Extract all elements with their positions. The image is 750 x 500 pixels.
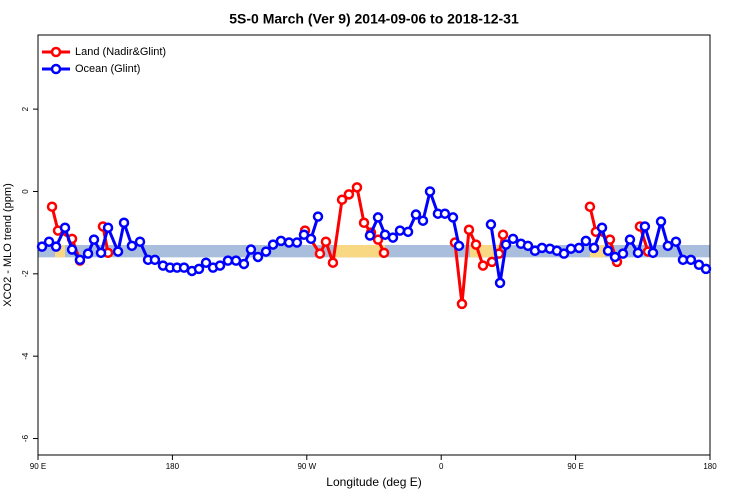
- data-point: [387, 232, 399, 243]
- data-point: [245, 244, 257, 255]
- x-axis-label: Longitude (deg E): [326, 475, 421, 489]
- data-point: [351, 182, 363, 193]
- data-point: [372, 234, 384, 245]
- data-point: [700, 263, 712, 275]
- data-point: [222, 255, 234, 266]
- data-point: [584, 201, 596, 212]
- data-point: [456, 298, 468, 310]
- data-point: [463, 224, 475, 236]
- data-point: [639, 221, 651, 232]
- data-point: [588, 242, 600, 254]
- legend-label: Ocean (Glint): [75, 63, 140, 75]
- data-point: [327, 257, 339, 268]
- data-point: [102, 222, 114, 233]
- data-point: [59, 222, 71, 233]
- data-point: [565, 243, 577, 254]
- data-point: [82, 248, 94, 259]
- data-point: [358, 217, 370, 229]
- x-tick-label: 0: [439, 462, 444, 471]
- data-point: [336, 194, 348, 205]
- data-point: [252, 251, 264, 263]
- data-point: [470, 239, 482, 250]
- data-point: [402, 226, 414, 238]
- data-point: [312, 211, 324, 222]
- data-point: [320, 236, 332, 247]
- y-tick-label: -6: [21, 434, 30, 442]
- y-tick-label: -2: [21, 270, 30, 278]
- data-point: [507, 233, 519, 245]
- data-point: [410, 209, 422, 220]
- data-point: [417, 215, 429, 226]
- data-point: [662, 240, 674, 252]
- data-point: [394, 225, 406, 236]
- data-point: [602, 245, 614, 257]
- data-point: [500, 239, 512, 250]
- data-point: [596, 222, 608, 233]
- legend-swatch-point: [50, 46, 62, 58]
- data-point: [497, 229, 509, 240]
- x-tick-label: 90 E: [30, 462, 46, 471]
- data-point: [477, 260, 489, 271]
- data-point: [193, 263, 205, 275]
- data-point: [43, 236, 55, 247]
- data-point: [88, 234, 100, 245]
- y-tick-label: 0: [21, 189, 30, 194]
- data-point: [343, 189, 355, 200]
- data-point: [372, 212, 384, 223]
- data-point: [275, 235, 287, 247]
- data-point: [46, 201, 58, 212]
- data-point: [485, 219, 497, 230]
- data-point: [685, 254, 697, 266]
- data-point: [112, 246, 124, 257]
- data-point: [580, 235, 592, 247]
- x-tick-label: 90 W: [297, 462, 316, 471]
- data-point: [494, 277, 506, 289]
- data-point: [632, 247, 644, 259]
- data-point: [439, 208, 451, 219]
- data-point: [118, 217, 130, 229]
- data-point: [522, 240, 534, 252]
- x-tick-label: 180: [166, 462, 180, 471]
- data-point: [655, 216, 667, 227]
- data-point: [291, 237, 303, 248]
- data-point: [647, 247, 659, 259]
- x-tick-label: 90 E: [567, 462, 583, 471]
- data-point: [214, 260, 226, 271]
- y-axis-label: XCO2 - MLO trend (ppm): [2, 183, 14, 306]
- data-point: [134, 236, 146, 247]
- y-tick-label: -4: [21, 352, 30, 360]
- data-point: [378, 247, 390, 259]
- data-point: [486, 256, 498, 268]
- data-point: [364, 230, 376, 241]
- data-point: [50, 241, 62, 252]
- band-highlight: [55, 245, 66, 258]
- x-tick-label: 180: [703, 462, 717, 471]
- data-point: [624, 234, 636, 245]
- data-point: [573, 242, 585, 254]
- data-point: [74, 254, 86, 266]
- data-point: [267, 239, 279, 250]
- data-point: [305, 233, 317, 245]
- data-point: [149, 254, 161, 266]
- chart-title: 5S-0 March (Ver 9) 2014-09-06 to 2018-12…: [229, 11, 519, 27]
- data-point: [424, 186, 436, 197]
- data-point: [260, 246, 272, 257]
- data-point: [200, 257, 212, 268]
- legend-swatch-point: [50, 63, 62, 75]
- data-point: [126, 240, 138, 252]
- data-point: [36, 241, 48, 252]
- y-tick-label: 2: [21, 106, 30, 111]
- band-highlight: [335, 245, 386, 258]
- data-point: [238, 258, 250, 270]
- data-point: [447, 212, 459, 223]
- data-point: [314, 248, 326, 259]
- legend-label: Land (Nadir&Glint): [75, 46, 166, 58]
- data-point: [95, 247, 107, 259]
- data-point: [670, 236, 682, 247]
- data-point: [558, 248, 570, 259]
- data-point: [66, 244, 78, 255]
- data-point: [617, 248, 629, 259]
- data-point: [453, 240, 465, 252]
